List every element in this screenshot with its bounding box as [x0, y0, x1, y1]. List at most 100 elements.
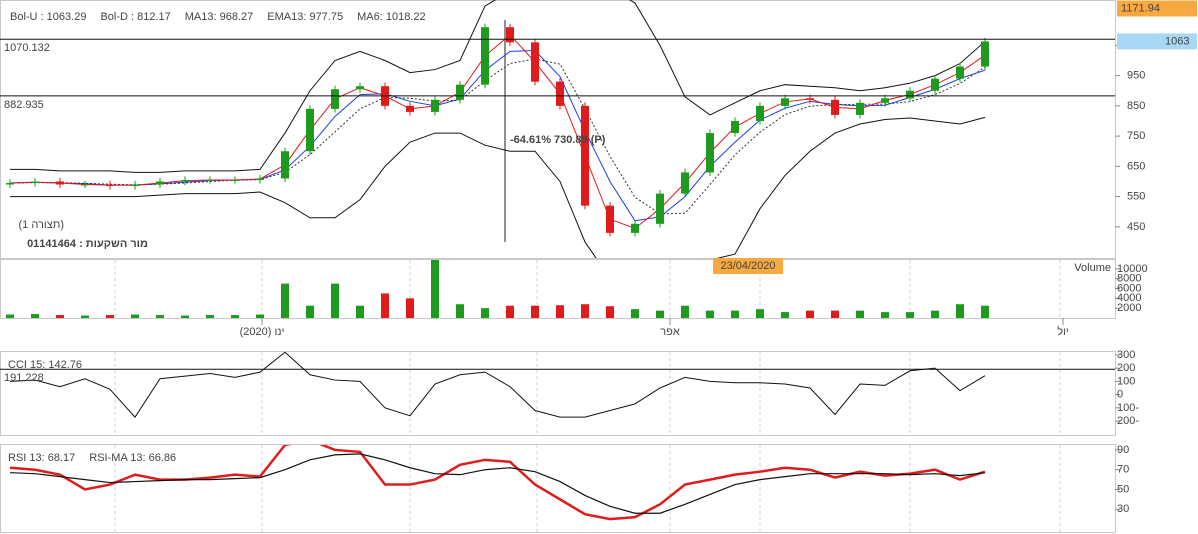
y-tick-label: 50	[1117, 483, 1129, 495]
indicator-line	[9, 58, 986, 215]
indicator-line	[10, 0, 986, 173]
volume-bar	[456, 304, 464, 318]
volume-bar	[631, 309, 639, 318]
volume-bar	[256, 314, 264, 318]
price-label-box	[1117, 0, 1197, 17]
volume-bar	[781, 312, 789, 318]
annotation: -64.61% 730.89 (P)	[510, 134, 606, 146]
legend-entry: MA13: 968.27	[185, 11, 254, 23]
watermark: מור השקעות : 01141464	[27, 238, 148, 250]
candle-body	[806, 98, 814, 100]
y-tick-label: 850	[1127, 100, 1145, 112]
volume-bar	[981, 305, 989, 318]
y-tick-label: 100-	[1117, 402, 1139, 414]
y-tick-label: 2000	[1117, 302, 1141, 314]
volume-bar	[656, 310, 664, 318]
volume-bar	[831, 310, 839, 318]
indicator-plot	[9, 352, 986, 418]
volume-bar	[581, 304, 589, 318]
candle-body	[6, 182, 14, 185]
candle-body	[856, 102, 864, 115]
candle-body	[831, 99, 839, 115]
candle-body	[631, 223, 639, 233]
price-frame	[0, 0, 1116, 259]
volume-bar	[681, 305, 689, 318]
volume-bar	[731, 310, 739, 318]
candle-body	[81, 184, 89, 186]
candle-body	[31, 181, 39, 183]
y-tick-label: 10000	[1117, 263, 1148, 275]
volume-bar	[606, 306, 614, 318]
date-label: 23/04/2020	[720, 260, 775, 272]
y-tick-label: 750	[1127, 130, 1145, 142]
candle-body	[256, 178, 264, 180]
legend-entry: Bol-U : 1063.29	[10, 11, 86, 23]
y-tick-label: 90	[1117, 444, 1129, 456]
candle-body	[531, 42, 539, 82]
volume-bar	[956, 304, 964, 318]
candle-body	[156, 181, 164, 185]
candle-body	[506, 27, 514, 43]
volume-bar	[331, 283, 339, 318]
y-tick-label: 200	[1117, 362, 1135, 374]
price-label-box	[1117, 33, 1197, 50]
volume-bar	[806, 310, 814, 318]
volume-bar	[481, 308, 489, 318]
candle-body	[431, 99, 439, 112]
volume-bar	[181, 315, 189, 318]
price-plot	[6, 0, 989, 258]
watermark: (תצורה 1)	[19, 219, 65, 231]
candle-body	[756, 105, 764, 121]
volume-bar	[431, 260, 439, 318]
volume-bar	[156, 315, 164, 318]
y-tick-label: 650	[1127, 160, 1145, 172]
volume-bar	[206, 315, 214, 318]
y-tick-label: 4000	[1117, 292, 1141, 304]
h-line-label: 1070.132	[4, 42, 50, 54]
candle-body	[956, 66, 964, 79]
candle-body	[556, 81, 564, 106]
legend-entry: RSI-MA 13: 66.86	[89, 452, 176, 464]
candle-body	[581, 105, 589, 206]
volume-bar	[856, 310, 864, 318]
candle-body	[181, 179, 189, 182]
volume-bar	[531, 305, 539, 318]
y-tick-label: 550	[1127, 191, 1145, 203]
y-tick-label: 0	[1117, 389, 1123, 401]
candle-body	[306, 108, 314, 152]
y-tick-label: 70	[1117, 464, 1129, 476]
x-tick-label: ינו (2020)	[240, 326, 285, 338]
legend-entry: MA6: 1018.22	[357, 11, 426, 23]
volume-bar	[81, 315, 89, 318]
candle-body	[881, 98, 889, 103]
candle-body	[406, 105, 414, 112]
y-tick-label: 200-	[1117, 415, 1139, 427]
y-tick-label: 6000	[1117, 282, 1141, 294]
candle-body	[456, 84, 464, 100]
candle-body	[56, 181, 64, 185]
volume-bar	[356, 305, 364, 318]
volume-bar	[31, 314, 39, 318]
legend-entry: RSI 13: 68.17	[8, 452, 75, 464]
candle-body	[356, 86, 364, 90]
volume-bar	[881, 312, 889, 318]
volume-bar	[6, 314, 14, 318]
h-line-label: 882.935	[4, 99, 44, 111]
y-tick-label: 450	[1127, 221, 1145, 233]
indicator-line	[10, 116, 986, 258]
volume-bar	[381, 293, 389, 318]
indicator-line	[9, 34, 986, 229]
candle-body	[281, 151, 289, 179]
candle-body	[656, 193, 664, 224]
candle-body	[206, 179, 214, 181]
candle-body	[731, 120, 739, 134]
indicator-line	[9, 453, 986, 514]
candle-body	[681, 172, 689, 194]
date-label-box	[713, 258, 783, 274]
volume-title: Volume	[1074, 262, 1111, 274]
legend-entry: Bol-D : 812.17	[100, 11, 170, 23]
volume-bar	[406, 298, 414, 318]
candle-body	[131, 184, 139, 187]
candle-body	[981, 41, 989, 67]
